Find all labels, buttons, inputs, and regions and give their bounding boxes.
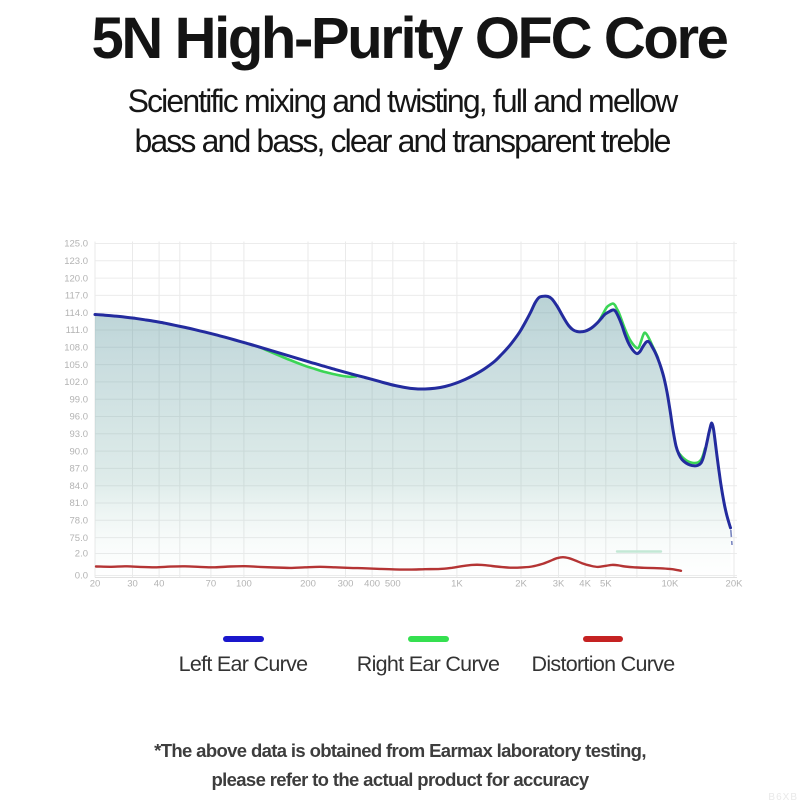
svg-text:20K: 20K	[726, 579, 744, 590]
svg-text:300: 300	[338, 579, 354, 590]
svg-text:111.0: 111.0	[66, 325, 88, 336]
svg-text:3K: 3K	[553, 579, 565, 590]
svg-text:102.0: 102.0	[64, 377, 88, 388]
svg-text:100: 100	[236, 579, 252, 590]
svg-text:20: 20	[90, 579, 101, 590]
svg-text:400: 400	[364, 579, 380, 590]
svg-text:125.0: 125.0	[64, 239, 88, 250]
svg-text:96.0: 96.0	[70, 412, 89, 423]
svg-text:10K: 10K	[661, 579, 679, 590]
svg-text:1K: 1K	[451, 579, 463, 590]
svg-text:99.0: 99.0	[70, 394, 89, 405]
svg-text:81.0: 81.0	[70, 498, 89, 509]
svg-text:40: 40	[154, 579, 165, 590]
svg-text:75.0: 75.0	[70, 533, 89, 544]
svg-text:117.0: 117.0	[65, 291, 88, 302]
svg-text:5K: 5K	[600, 579, 612, 590]
svg-text:200: 200	[300, 579, 316, 590]
svg-text:114.0: 114.0	[65, 308, 88, 319]
svg-text:90.0: 90.0	[70, 446, 89, 457]
svg-text:105.0: 105.0	[64, 360, 88, 371]
svg-text:4K: 4K	[579, 579, 591, 590]
svg-text:78.0: 78.0	[70, 516, 89, 527]
svg-text:108.0: 108.0	[64, 343, 88, 354]
svg-text:2K: 2K	[515, 579, 527, 590]
svg-text:30: 30	[127, 579, 138, 590]
svg-text:123.0: 123.0	[64, 256, 88, 267]
svg-text:500: 500	[385, 579, 401, 590]
svg-text:93.0: 93.0	[70, 429, 89, 440]
svg-text:120.0: 120.0	[64, 273, 88, 284]
svg-text:2.0: 2.0	[75, 549, 88, 560]
svg-text:84.0: 84.0	[70, 481, 89, 492]
svg-text:70: 70	[206, 579, 217, 590]
svg-text:87.0: 87.0	[70, 464, 89, 475]
svg-text:0.0: 0.0	[75, 571, 88, 582]
